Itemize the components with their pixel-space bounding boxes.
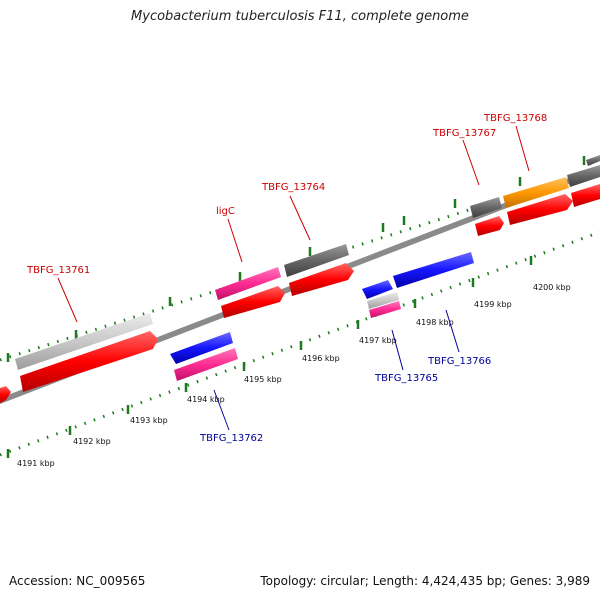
label-TBFG_13766[interactable]: TBFG_13766 [427, 356, 491, 367]
scale-label-4197: 4197 kbp [359, 336, 397, 345]
label-TBFG_13764[interactable]: TBFG_13764 [261, 182, 325, 193]
scale-label-4193: 4193 kbp [130, 416, 168, 425]
scale-label-4200: 4200 kbp [533, 283, 571, 292]
scale-label-4194: 4194 kbp [187, 395, 225, 404]
scale-label-4192: 4192 kbp [73, 437, 111, 446]
gene-bar-TBFG_13768[interactable] [503, 177, 569, 208]
label-leaders-forward [57, 125, 530, 323]
gene-bar-TBFG_13765[interactable] [367, 292, 399, 309]
reverse-arrow-blue[interactable] [170, 332, 233, 364]
gene-bar-edge-small [586, 155, 600, 166]
label-leaders-reverse [213, 309, 460, 431]
gene-bar-TBFG_13762[interactable] [174, 348, 238, 381]
genome-summary: Topology: circular; Length: 4,424,435 bp… [260, 574, 590, 588]
cds-arrow [0, 386, 11, 403]
scale-label-4196: 4196 kbp [302, 354, 340, 363]
label-ligC[interactable]: ligC [216, 206, 235, 217]
reverse-arrow-blue-long[interactable] [393, 252, 474, 288]
cds-arrow-ligC[interactable] [221, 286, 285, 318]
gene-bar-edge-dark[interactable] [567, 165, 600, 187]
cds-arrow-TBFG_13761[interactable] [20, 331, 158, 392]
scale-label-4191: 4191 kbp [17, 459, 55, 468]
gene-bar-edge-red[interactable] [571, 184, 600, 207]
reverse-arrow-blue-small[interactable] [362, 280, 393, 299]
map-title: Mycobacterium tuberculosis F11, complete… [131, 9, 469, 24]
scale-label-4195: 4195 kbp [244, 375, 282, 384]
gene-bar-TBFG_13765-pink[interactable] [369, 301, 401, 318]
gene-bar-TBFG_13767[interactable] [470, 197, 502, 218]
label-TBFG_13762[interactable]: TBFG_13762 [199, 433, 263, 444]
label-TBFG_13765[interactable]: TBFG_13765 [374, 373, 438, 384]
scale-label-4199: 4199 kbp [474, 300, 512, 309]
gene-bar-ligC[interactable] [215, 267, 281, 300]
cds-arrow-TBFG_13767[interactable] [475, 216, 504, 236]
cds-arrow-TBFG_13764[interactable] [289, 263, 354, 296]
label-TBFG_13761[interactable]: TBFG_13761 [26, 265, 90, 276]
reverse-major-ticks [6, 256, 533, 458]
forward-major-ticks [6, 156, 586, 362]
label-TBFG_13767[interactable]: TBFG_13767 [432, 128, 496, 139]
gene-bar-TBFG_13761[interactable] [15, 313, 153, 370]
gene-bar-TBFG_13764[interactable] [284, 244, 349, 277]
label-TBFG_13768[interactable]: TBFG_13768 [483, 113, 547, 124]
scale-label-4198: 4198 kbp [416, 318, 454, 327]
accession-label: Accession: NC_009565 [9, 574, 146, 588]
cds-arrow-TBFG_13768[interactable] [507, 194, 573, 225]
